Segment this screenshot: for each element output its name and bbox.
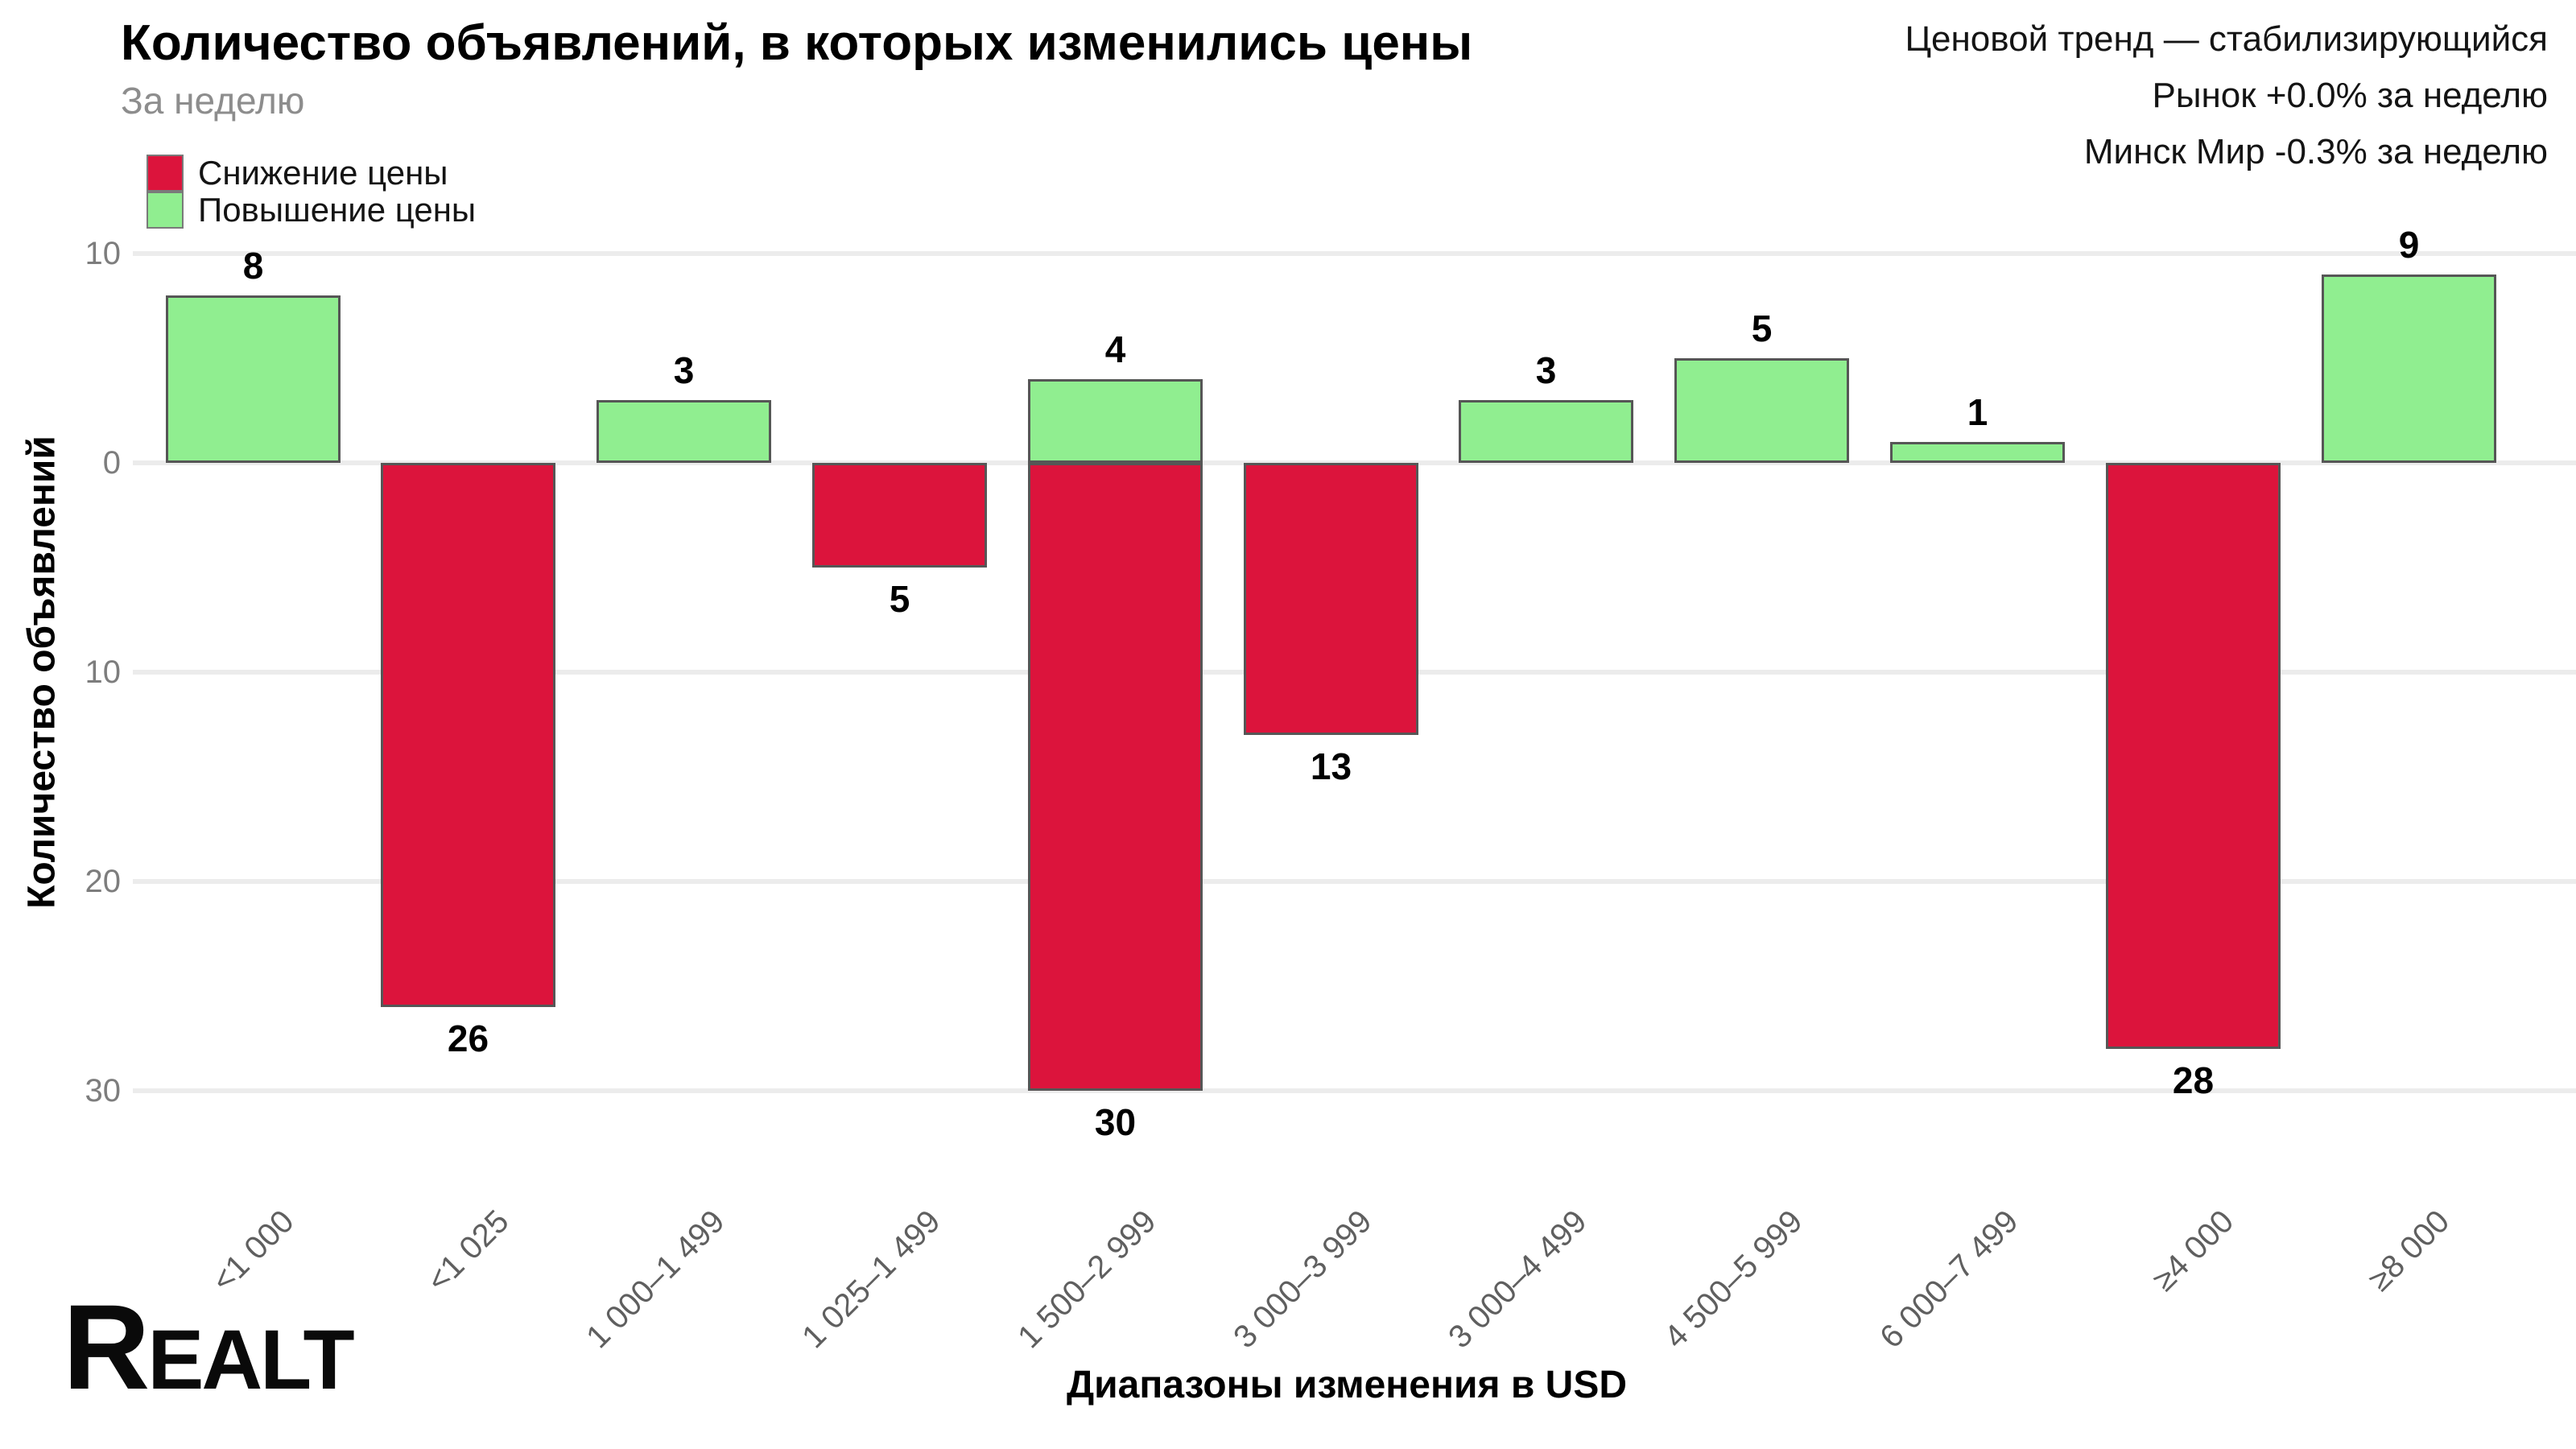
x-tick-label: 1 500–2 999: [1010, 1203, 1163, 1356]
bar-value-label: 13: [1310, 745, 1352, 787]
y-tick-label: 30: [85, 1073, 122, 1108]
bar-increase: [1890, 442, 2065, 463]
legend: Снижение цены Повышение цены: [147, 154, 477, 229]
x-tick-label: 6 000–7 499: [1873, 1203, 2025, 1356]
x-tick-label: 3 000–3 999: [1226, 1203, 1379, 1356]
bar-value-label: 5: [889, 578, 910, 620]
bar-value-label: 28: [2172, 1059, 2215, 1101]
chart-subtitle: За неделю: [121, 80, 305, 122]
legend-label-increase: Повышение цены: [198, 191, 477, 229]
bar-decrease: [812, 463, 987, 568]
x-tick-label: 1 000–1 499: [580, 1203, 732, 1356]
realt-logo: Realt: [63, 1279, 355, 1414]
bar-increase: [597, 400, 771, 463]
bar-increase: [166, 295, 341, 463]
x-tick-label: 4 500–5 999: [1657, 1203, 1810, 1356]
x-tick-label: <1 025: [420, 1203, 516, 1299]
bar-increase: [1674, 358, 1849, 463]
bar-increase: [1028, 379, 1203, 463]
y-tick-label: 10: [85, 654, 122, 690]
bar-increase: [1459, 400, 1633, 463]
decrease-swatch-icon: [147, 155, 184, 192]
trend-line-2: Рынок +0.0% за неделю: [2152, 76, 2548, 115]
bar-value-label: 9: [2398, 224, 2420, 266]
legend-label-decrease: Снижение цены: [198, 154, 448, 192]
x-tick-label: ≥4 000: [2145, 1203, 2241, 1298]
trend-line-3: Минск Мир -0.3% за неделю: [2083, 132, 2548, 171]
x-tick-label: ≥8 000: [2361, 1203, 2457, 1298]
increase-swatch-icon: [147, 192, 184, 229]
bar-value-label: 30: [1094, 1101, 1137, 1143]
chart-title: Количество объявлений, в которых изменил…: [121, 15, 1473, 71]
trend-line-1: Ценовой тренд — стабилизирующийся: [1905, 19, 2548, 59]
bar-decrease: [381, 463, 555, 1007]
bar-increase: [2322, 275, 2496, 463]
bar-value-label: 8: [242, 245, 264, 287]
gridline: [133, 251, 2576, 256]
x-axis-title: Диапазоны изменения в USD: [1066, 1364, 1628, 1406]
gridline: [133, 1088, 2576, 1093]
legend-item-increase: Повышение цены: [147, 191, 477, 229]
gridline: [133, 879, 2576, 884]
bar-value-label: 3: [673, 349, 695, 391]
y-tick-label: 0: [102, 445, 121, 481]
bar-decrease: [2106, 463, 2281, 1049]
bar-value-label: 26: [447, 1018, 489, 1059]
x-tick-label: 3 000–4 499: [1442, 1203, 1594, 1356]
bar-decrease: [1028, 463, 1203, 1091]
trend-summary: Ценовой тренд — стабилизирующийся Рынок …: [1905, 11, 2548, 180]
x-tick-label: 1 025–1 499: [795, 1203, 947, 1356]
bar-value-label: 5: [1751, 308, 1773, 349]
bar-decrease: [1244, 463, 1418, 735]
bar-value-label: 4: [1104, 328, 1126, 370]
legend-item-decrease: Снижение цены: [147, 154, 476, 192]
y-tick-label: 20: [85, 864, 122, 899]
bar-value-label: 1: [1967, 391, 1988, 433]
bar-value-label: 3: [1535, 349, 1557, 391]
y-tick-label: 10: [85, 236, 122, 271]
